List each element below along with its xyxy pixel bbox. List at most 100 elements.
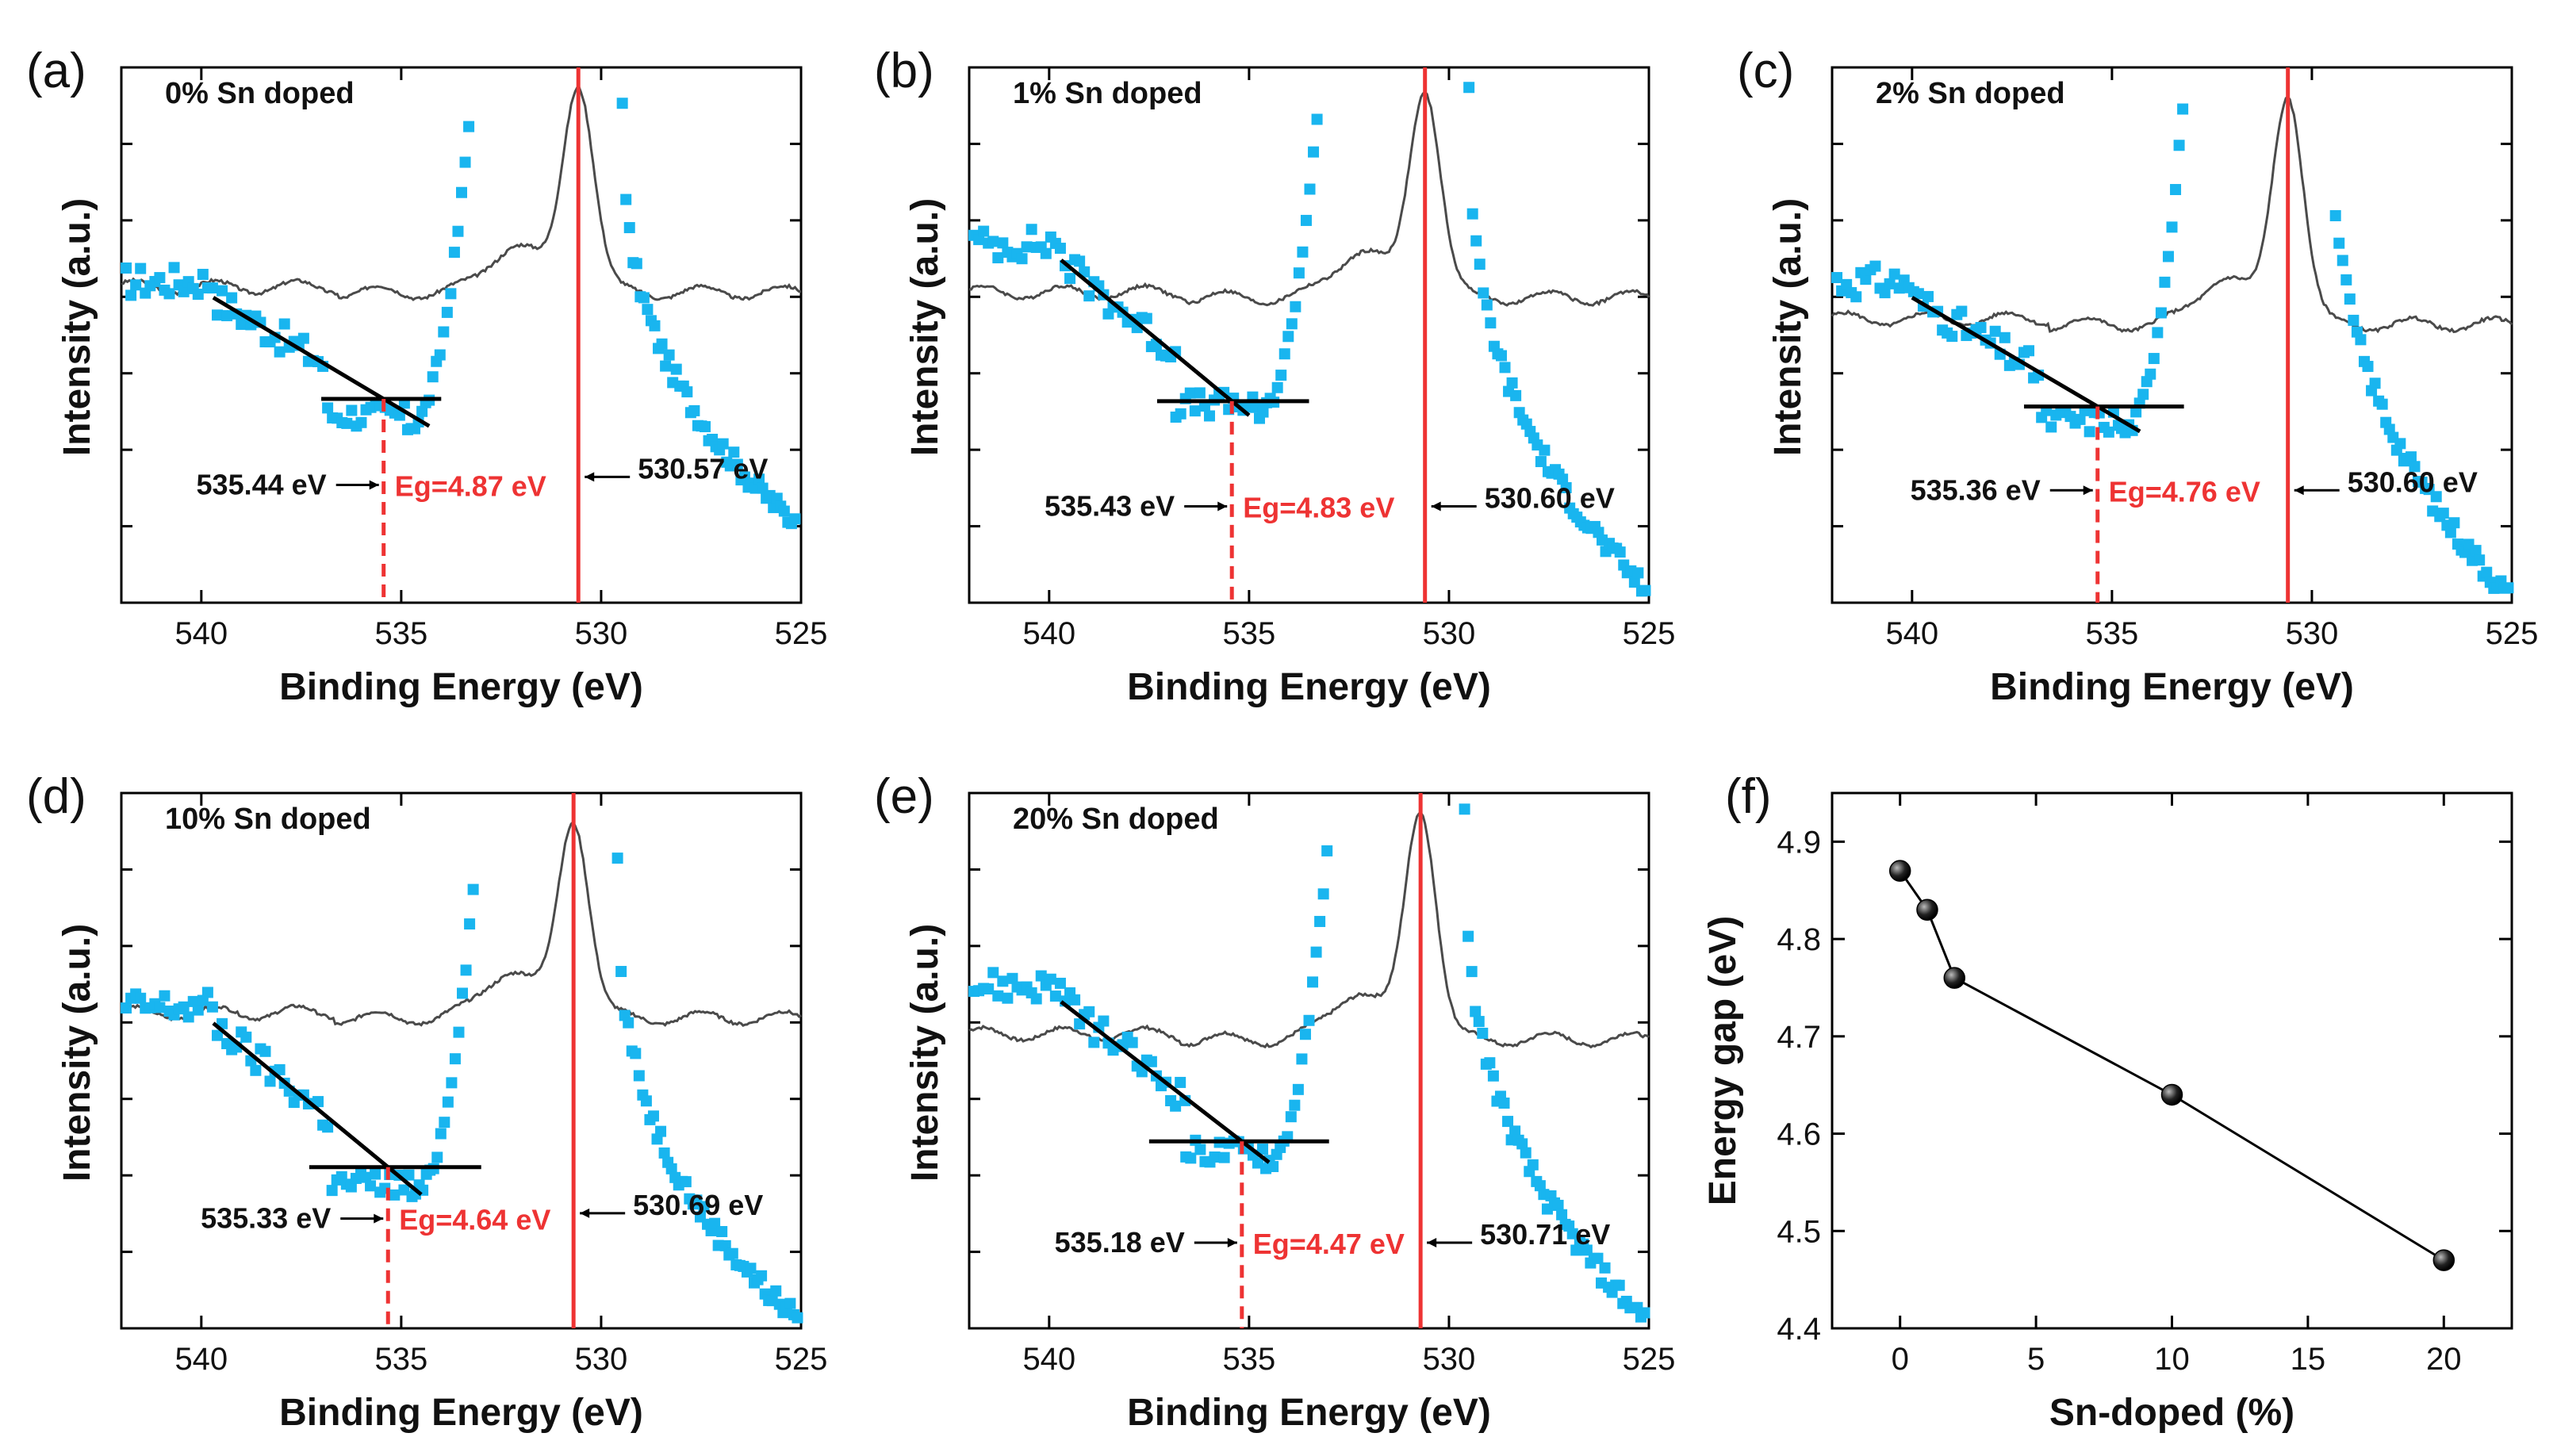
- data-point: [1613, 1279, 1625, 1291]
- y-tick-label: 4.7: [1777, 1020, 1821, 1055]
- data-point: [716, 1226, 728, 1238]
- data-point: [1289, 1099, 1301, 1111]
- data-point: [2362, 361, 2374, 373]
- data-point: [206, 1001, 218, 1013]
- data-point: [1136, 1066, 1148, 1078]
- x-tick-label: 530: [575, 616, 628, 651]
- data-point: [611, 853, 623, 864]
- data-point: [1481, 299, 1493, 311]
- data-point: [630, 1048, 642, 1059]
- panel-e: 540 535 530 525 Binding Energy (eV) Intensity…: [874, 769, 1675, 1434]
- data-point: [616, 98, 628, 109]
- data-point: [1275, 370, 1287, 381]
- x-axis-label: Binding Energy (eV): [279, 666, 643, 708]
- data-point: [1083, 290, 1095, 302]
- data-point: [2437, 508, 2449, 519]
- xps-spectrum-line: [968, 90, 1650, 307]
- data-point: [403, 1169, 415, 1181]
- data-point: [393, 409, 405, 421]
- data-point: [623, 222, 635, 234]
- data-point: [1194, 1144, 1206, 1155]
- panel-f: 0 5 10 15 20 4.4 4.5 4.6 4.7 4.8 4.9 Sn-doped (%) En…: [1702, 769, 2513, 1434]
- panel-label: (c): [1737, 44, 1794, 98]
- data-point: [792, 1312, 803, 1324]
- x-tick-label: 540: [1885, 616, 1938, 651]
- data-point: [1321, 845, 1333, 856]
- data-point: [2084, 426, 2095, 438]
- data-point: [973, 234, 985, 246]
- data-point: [1021, 241, 1033, 253]
- peak-arrow-head: [2294, 485, 2304, 496]
- data-point: [1054, 243, 1066, 255]
- peak-energy-label: 530.57 eV: [638, 452, 768, 485]
- data-point: [326, 1185, 338, 1197]
- peak-energy-label: 530.69 eV: [633, 1189, 763, 1221]
- data-point: [259, 1045, 271, 1057]
- xps-spectrum-line: [1831, 95, 2513, 334]
- data-point: [370, 1168, 381, 1180]
- data-point: [1470, 1006, 1482, 1017]
- data-point: [434, 349, 446, 361]
- data-point: [1495, 350, 1507, 362]
- data-point: [2130, 406, 2142, 418]
- data-point: [1185, 1152, 1197, 1164]
- x-tick-label: 525: [775, 1342, 828, 1377]
- y-axis-label: Intensity (a.u.): [904, 924, 946, 1182]
- x-axis-label: Binding Energy (eV): [1127, 666, 1491, 708]
- data-point: [278, 318, 290, 330]
- data-point: [1527, 1159, 1539, 1171]
- data-point: [680, 1176, 692, 1188]
- data-point: [2045, 421, 2057, 433]
- data-point: [745, 1263, 757, 1274]
- data-point: [1175, 1076, 1186, 1088]
- data-point: [1203, 410, 1215, 422]
- data-point: [438, 326, 450, 338]
- data-point: [1560, 481, 1572, 493]
- y-axis-label: Intensity (a.u.): [904, 198, 946, 456]
- plot-frame: [1831, 66, 2513, 604]
- x-tick-label: 535: [1223, 1342, 1276, 1377]
- linear-fit-line: [1060, 259, 1251, 417]
- data-point: [1282, 331, 1294, 343]
- panel-label: (a): [26, 44, 86, 98]
- data-point: [770, 1285, 782, 1297]
- data-point: [1126, 1036, 1138, 1048]
- onset-energy-label: 535.43 eV: [1045, 490, 1175, 523]
- data-point: [1299, 1029, 1311, 1040]
- onset-arrow-head: [369, 480, 379, 490]
- data-point: [753, 473, 765, 485]
- data-point: [778, 505, 790, 517]
- data-point: [2394, 438, 2406, 450]
- data-point: [192, 1004, 204, 1016]
- data-point: [2344, 293, 2356, 305]
- data-point: [1317, 888, 1329, 900]
- data-point: [623, 1017, 634, 1029]
- data-point: [1888, 268, 1900, 280]
- data-point: [1459, 803, 1470, 815]
- onset-energy-label: 535.36 eV: [1911, 473, 2041, 506]
- data-point: [1307, 976, 1319, 988]
- data-point: [1088, 1036, 1100, 1048]
- y-axis-label: Energy gap (eV): [1702, 916, 1744, 1205]
- data-point: [1498, 1098, 1510, 1109]
- data-point: [1509, 1125, 1521, 1137]
- data-point: [992, 252, 1004, 264]
- data-point: [1198, 400, 1210, 412]
- data-point: [1473, 1016, 1485, 1028]
- data-point: [2405, 451, 2417, 463]
- data-point: [274, 346, 286, 358]
- data-point: [2155, 307, 2167, 319]
- data-point: [1466, 966, 1478, 978]
- data-point: [992, 990, 1004, 1002]
- data-point: [620, 193, 632, 205]
- energy-gap-label: Eg=4.47 eV: [1253, 1228, 1405, 1260]
- data-point: [1869, 260, 1881, 272]
- data-point: [1030, 993, 1042, 1005]
- peak-arrow-head: [580, 1208, 590, 1218]
- data-point: [1831, 272, 1843, 284]
- energy-gap-point: [1943, 967, 1966, 989]
- x-axis-label: Binding Energy (eV): [1990, 666, 2354, 708]
- data-point: [1083, 1006, 1095, 1017]
- doping-label: 20% Sn doped: [1013, 803, 1219, 836]
- energy-gap-label: Eg=4.87 eV: [395, 470, 546, 503]
